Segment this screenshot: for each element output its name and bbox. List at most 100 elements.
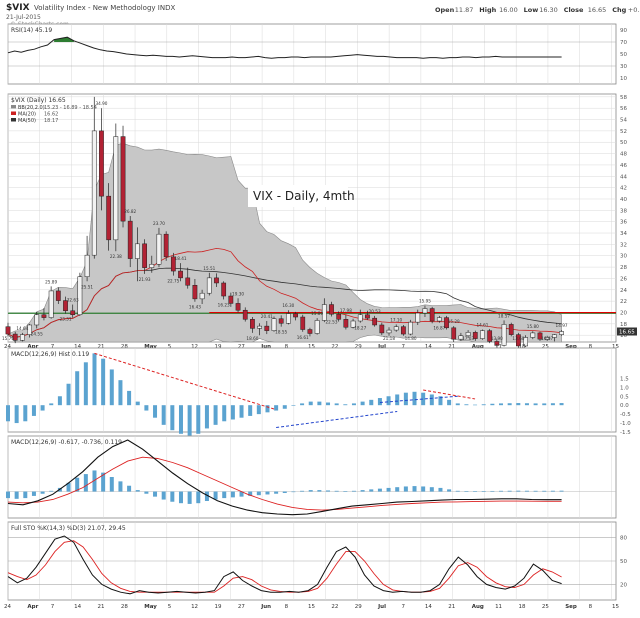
macd-histogram-bar [291, 491, 296, 493]
ohlc-value: 11.87 [455, 6, 474, 14]
sto-tick-label: 20 [620, 582, 627, 588]
macd-histogram-bar [559, 490, 564, 492]
histogram-bar [438, 396, 443, 406]
histogram-bar [66, 383, 71, 406]
histogram-bar [447, 399, 452, 406]
price-label: 14.61 [476, 323, 488, 328]
candle-body [192, 284, 198, 300]
candle-body [415, 312, 421, 323]
candle-body [401, 326, 406, 335]
candle-body [91, 130, 97, 256]
price-x-tick: Jun [260, 344, 271, 350]
histogram-bar [101, 358, 106, 406]
price-label: 32.63 [67, 298, 79, 303]
macd-histogram-bar [83, 474, 88, 492]
price-x-tick: 14 [425, 344, 432, 350]
ohlc-value: +0.24 (+1.46%) [628, 6, 640, 14]
rsi-tick-label: 30 [620, 64, 627, 70]
price-label: 16.61 [297, 335, 309, 340]
price-label: 14.64 [16, 326, 28, 331]
candle-body [372, 317, 378, 326]
candle-body [444, 317, 449, 329]
candle-body [5, 326, 11, 335]
histogram-bar [187, 405, 192, 436]
price-tick-label: 50 [620, 140, 627, 146]
candle-body [48, 290, 54, 318]
histogram-bar [14, 405, 19, 424]
last-price-tag [617, 327, 637, 336]
histogram-bar [57, 396, 62, 406]
candle-body [516, 334, 521, 347]
macd-histogram-bar [239, 491, 244, 497]
macd-histogram-bar [265, 491, 270, 495]
price-label: 23.70 [153, 221, 165, 226]
macd-histogram-bar [490, 490, 495, 492]
histogram-bar [524, 403, 529, 406]
histogram-bar [75, 371, 80, 406]
histogram-bar [144, 405, 149, 411]
bottom-x-tick: Jul [377, 604, 386, 610]
price-label: 16.43 [189, 305, 201, 310]
bottom-x-tick: Jun [260, 604, 271, 610]
candle-body [214, 277, 219, 284]
price-label: 14.97 [556, 323, 568, 328]
histogram-bar [40, 405, 45, 411]
candle-body [149, 264, 155, 268]
price-x-tick: 22 [331, 344, 338, 350]
price-x-tick: 29 [355, 344, 362, 350]
histogram-bar [118, 380, 123, 406]
price-label: 15.29 [448, 319, 460, 324]
histogram-bar [213, 405, 218, 425]
histogram-bar [343, 404, 348, 406]
candle-body [314, 320, 320, 334]
histogram-bar [83, 362, 88, 406]
price-label: 22.53 [326, 319, 338, 324]
macd-histogram-bar [66, 482, 71, 492]
blue-trendline [276, 410, 398, 429]
candle-body [422, 308, 428, 314]
candle-body [329, 304, 334, 315]
blue-trendline [379, 395, 458, 404]
histogram-bar [239, 405, 244, 418]
price-tick-label: 44 [620, 174, 627, 180]
histogram-bar [481, 404, 486, 406]
macd-title: MACD(12,26,9) -0.617, -0.736, 0.119 [11, 439, 122, 446]
price-label: 16.23 [218, 302, 230, 307]
macd-histogram-bar [144, 491, 149, 494]
price-tick-label: 58 [620, 95, 627, 101]
histogram-bar [369, 399, 374, 406]
ohlc-label: High [479, 6, 496, 14]
macd-histogram-bar [403, 486, 408, 492]
candle-body [544, 337, 550, 340]
rsi-title: RSI(14) 45.19 [11, 27, 52, 34]
histogram-bar [23, 405, 28, 422]
macd-histogram-bar [75, 477, 80, 492]
macd-histogram-bar [204, 491, 209, 502]
histogram-tick-label: 0.0 [620, 403, 629, 409]
macd-histogram-bar [14, 491, 19, 499]
macd-histogram-bar [351, 490, 356, 492]
price-label: 13.90 [491, 336, 503, 341]
price-label: 16.87 [433, 326, 445, 331]
macd-histogram-bar [524, 490, 529, 492]
ohlc-label: Low [524, 6, 539, 14]
price-x-tick: Sep [565, 344, 577, 350]
macd-histogram-bar [473, 491, 478, 492]
macd-histogram-bar [49, 490, 54, 492]
candle-body [41, 314, 47, 318]
histogram-bar [464, 404, 469, 406]
price-x-tick: 8 [285, 344, 289, 350]
bottom-x-tick: 19 [214, 604, 221, 610]
red-trendline [94, 352, 277, 411]
candle-body [142, 243, 147, 268]
price-x-tick: 21 [448, 344, 455, 350]
price-label: 15.80 [311, 311, 323, 316]
bollinger-band [7, 142, 562, 343]
rsi-tick-label: 50 [620, 52, 627, 58]
macd-histogram-bar [455, 490, 460, 492]
histogram-bar [291, 405, 296, 406]
candle-body [300, 316, 306, 330]
ohlc-readout: Open 11.87 High 16.00 Low 16.30 Close 16.65 Chg +… [435, 6, 640, 14]
sto-tick-label: 80 [620, 536, 627, 542]
histogram-bar [127, 390, 132, 406]
